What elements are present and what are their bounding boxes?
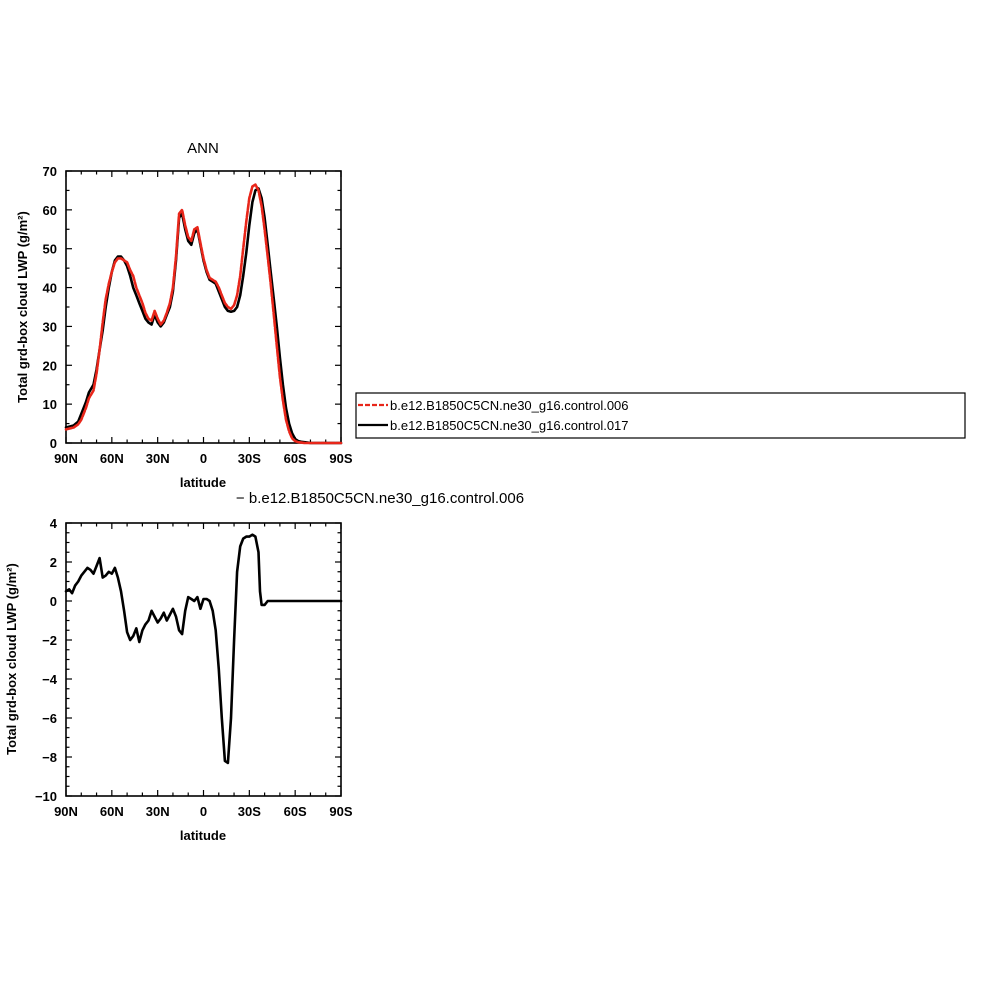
- top-y-tick-label: 40: [43, 281, 57, 296]
- top-y-tick-label: 0: [50, 436, 57, 451]
- top-x-tick-label: 30S: [238, 451, 261, 466]
- bottom-series-group: [64, 533, 343, 765]
- top-x-tick-label: 60N: [100, 451, 124, 466]
- top-axis-ticks: 90N 60N 30N 0 30S 60S 90S 0 10 20 30 40 50 60 70: [43, 164, 353, 466]
- bottom-line-chart: − b.e12.B1850C5CN.ne30_g16.control.006 9…: [4, 490, 524, 843]
- top-x-axis-title: latitude: [180, 475, 226, 490]
- bottom-x-tick-label: 60N: [100, 804, 124, 819]
- bottom-series-line-0: [64, 533, 343, 765]
- bottom-y-tick-label: 0: [50, 594, 57, 609]
- top-y-axis-title: Total grd-box cloud LWP (g/m²): [15, 211, 30, 403]
- top-x-tick-label: 60S: [284, 451, 307, 466]
- top-x-tick-label: 90N: [54, 451, 78, 466]
- top-y-tick-label: 50: [43, 242, 57, 257]
- legend-label-017: b.e12.B1850C5CN.ne30_g16.control.017: [390, 418, 629, 433]
- bottom-y-tick-label: 4: [50, 516, 58, 531]
- legend: b.e12.B1850C5CN.ne30_g16.control.006 b.e…: [355, 392, 966, 439]
- bottom-x-tick-label: 90N: [54, 804, 78, 819]
- legend-label-006: b.e12.B1850C5CN.ne30_g16.control.006: [390, 398, 629, 413]
- bottom-y-tick-label: 2: [50, 555, 57, 570]
- bottom-y-tick-label: −4: [42, 672, 58, 687]
- top-y-tick-label: 30: [43, 319, 57, 334]
- top-y-tick-label: 70: [43, 164, 57, 179]
- top-chart-title: ANN: [187, 140, 219, 157]
- bottom-y-tick-label: −10: [35, 789, 57, 804]
- top-y-tick-label: 20: [43, 358, 57, 373]
- top-line-chart: ANN 90N 60N 30N 0 30S 60S 90S 0 10 20 30 40 50 60 70 l…: [15, 140, 353, 490]
- bottom-y-tick-label: −8: [42, 750, 57, 765]
- bottom-y-tick-label: −2: [42, 633, 57, 648]
- bottom-x-axis-title: latitude: [180, 828, 226, 843]
- bottom-x-tick-label: 30N: [146, 804, 170, 819]
- top-x-tick-label: 0: [200, 451, 207, 466]
- top-x-tick-label: 30N: [146, 451, 170, 466]
- top-y-tick-label: 10: [43, 397, 57, 412]
- top-y-tick-label: 60: [43, 203, 57, 218]
- top-x-tick-label: 90S: [329, 451, 352, 466]
- bottom-x-tick-label: 90S: [329, 804, 352, 819]
- bottom-chart-title: − b.e12.B1850C5CN.ne30_g16.control.006: [236, 490, 524, 507]
- bottom-y-tick-label: −6: [42, 711, 57, 726]
- top-series-line-1: [64, 183, 343, 445]
- bottom-x-tick-label: 30S: [238, 804, 261, 819]
- top-series-group: [64, 183, 343, 445]
- bottom-y-axis-title: Total grd-box cloud LWP (g/m²): [4, 563, 19, 755]
- bottom-x-tick-label: 0: [200, 804, 207, 819]
- bottom-axis-ticks: 90N 60N 30N 0 30S 60S 90S 4 2 0 −2 −4 −6 −8 −10: [35, 516, 353, 819]
- bottom-x-tick-label: 60S: [284, 804, 307, 819]
- legend-box: [355, 392, 966, 439]
